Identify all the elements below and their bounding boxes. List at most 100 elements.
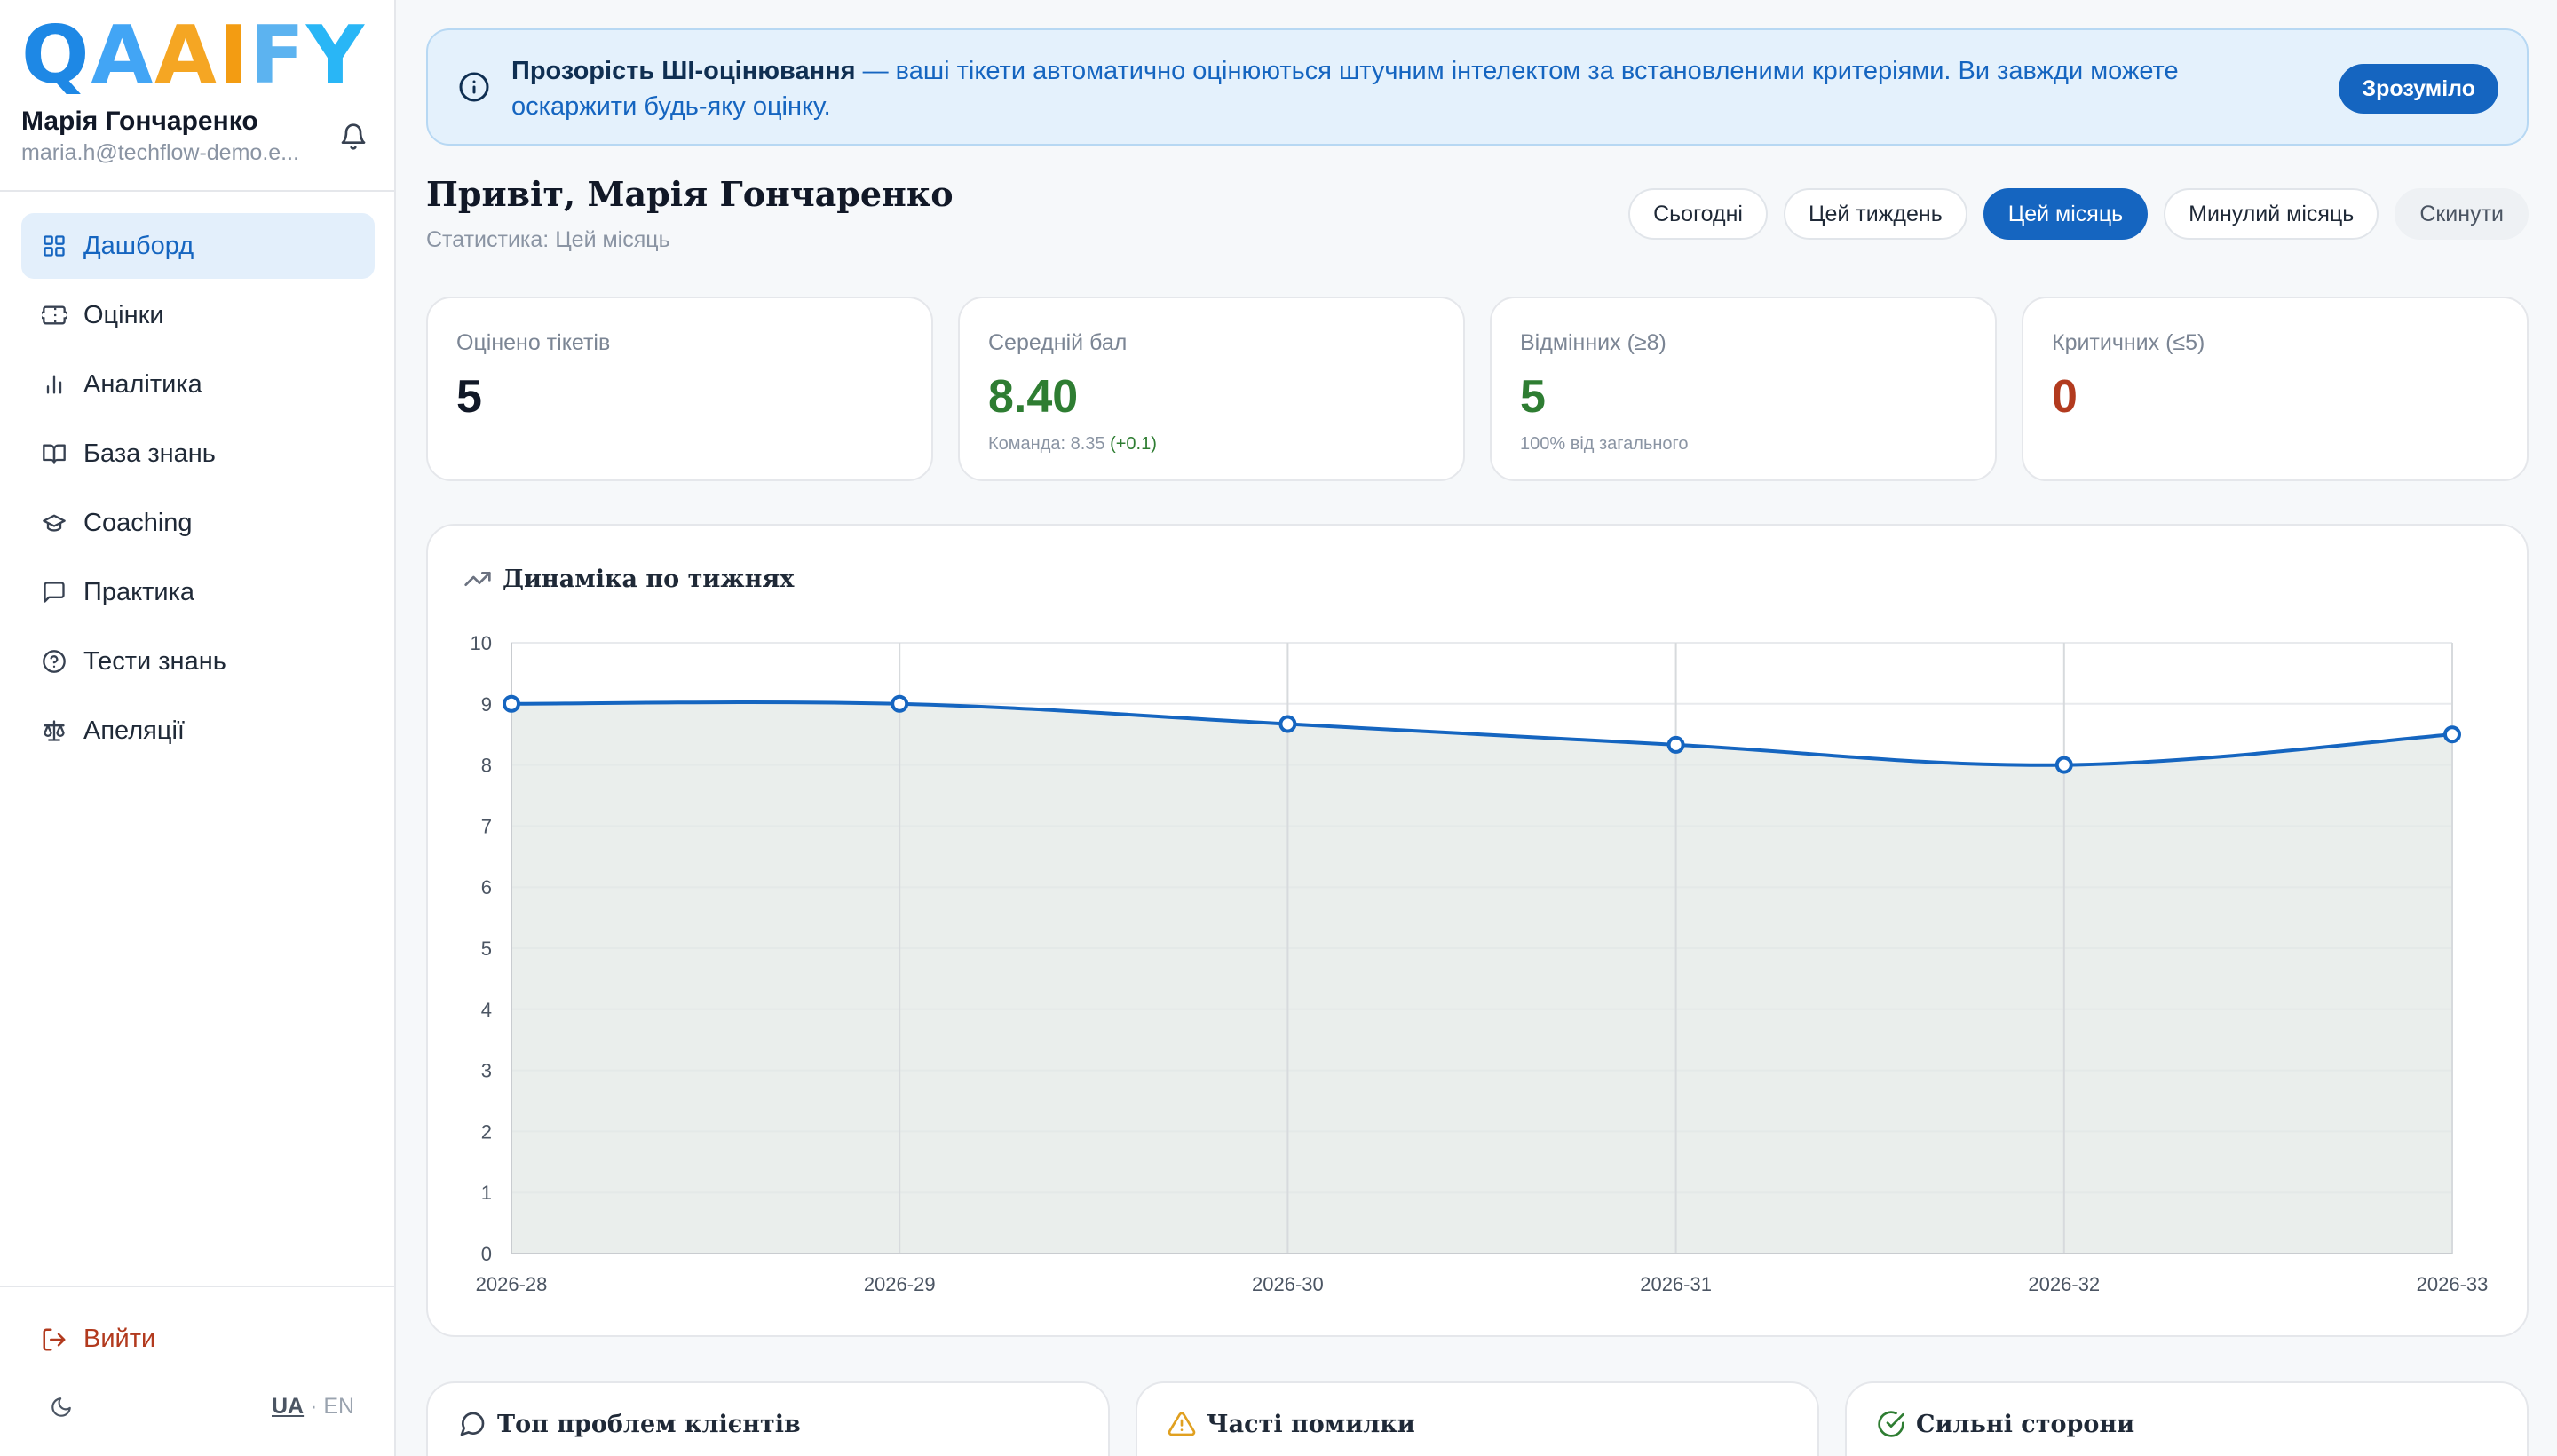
- sidebar-item-label: Дашборд: [83, 231, 194, 260]
- y-tick-label: 10: [471, 632, 492, 654]
- lang-ua[interactable]: UA: [272, 1394, 305, 1419]
- message-square-icon: [41, 579, 67, 605]
- y-tick-label: 1: [481, 1182, 492, 1204]
- chart-title: Динаміка по тижнях: [463, 565, 794, 593]
- y-tick-label: 6: [481, 876, 492, 898]
- logout-label: Вийти: [83, 1325, 156, 1353]
- x-tick-label: 2026-29: [864, 1273, 936, 1295]
- sidebar-item-label: База знань: [83, 439, 216, 468]
- stat-note: Команда: 8.35 (+0.1): [988, 434, 1435, 455]
- bell-icon[interactable]: [339, 123, 368, 151]
- stat-label: Оцінено тікетів: [456, 330, 611, 355]
- user-email: maria.h@techflow-demo.e...: [21, 140, 300, 165]
- y-tick-label: 3: [481, 1060, 492, 1082]
- stat-value: 8.40: [988, 371, 1079, 423]
- stat-card-critical: Критичних (≤5) 0: [2022, 297, 2529, 481]
- stat-value: 5: [1520, 371, 1546, 423]
- bar-chart-icon: [41, 371, 67, 398]
- message-circle-icon: [460, 1412, 485, 1436]
- help-circle-icon: [41, 648, 67, 675]
- x-tick-label: 2026-32: [2028, 1273, 2100, 1295]
- info-icon: [459, 72, 489, 102]
- language-switcher: UA · EN: [272, 1394, 354, 1420]
- alert-triangle-icon: [1168, 1412, 1196, 1436]
- series-line: [511, 700, 2453, 767]
- y-tick-label: 7: [481, 815, 492, 837]
- sidebar-item-knowledge-tests[interactable]: Тести знань: [21, 629, 375, 694]
- stat-card-rated-tickets: Оцінено тікетів 5: [426, 297, 933, 481]
- ticket-icon: [41, 302, 67, 328]
- lang-en[interactable]: EN: [323, 1394, 355, 1419]
- divider: [0, 190, 396, 192]
- stat-note: 100% від загального: [1520, 434, 1689, 454]
- dismiss-banner-button[interactable]: Зрозуміло: [2339, 64, 2498, 114]
- y-tick-label: 9: [481, 693, 492, 716]
- sidebar-item-ratings[interactable]: Оцінки: [21, 282, 375, 348]
- x-tick-label: 2026-28: [476, 1273, 548, 1295]
- stat-label: Середній бал: [988, 330, 1128, 355]
- filter-last-month[interactable]: Минулий місяць: [2164, 188, 2379, 240]
- banner-text: Прозорість ШІ-оцінювання — ваші тікети а…: [511, 53, 2216, 124]
- x-tick-label: 2026-33: [2417, 1273, 2489, 1295]
- sidebar-item-label: Оцінки: [83, 300, 164, 329]
- book-icon: [41, 440, 67, 467]
- app-logo[interactable]: QAAIFY: [21, 9, 366, 102]
- logout-button[interactable]: Вийти: [41, 1325, 155, 1354]
- team-average: Команда: 8.35: [988, 434, 1111, 454]
- stat-value: 5: [456, 371, 482, 423]
- check-circle-icon: [1878, 1411, 1904, 1437]
- stat-delta: (+0.1): [1110, 434, 1157, 454]
- x-tick-label: 2026-31: [1640, 1273, 1712, 1295]
- card-title-text: Топ проблем клієнтів: [497, 1410, 801, 1438]
- y-tick-label: 4: [481, 999, 492, 1021]
- sidebar-item-label: Coaching: [83, 508, 193, 537]
- grid-icon: [41, 233, 67, 259]
- data-point: [503, 694, 520, 713]
- lang-separator: ·: [310, 1394, 318, 1419]
- chart-title-text: Динаміка по тижнях: [503, 565, 795, 593]
- banner-body: — ваші тікети автоматично оцінюються шту…: [511, 57, 2179, 121]
- filter-reset[interactable]: Скинути: [2395, 188, 2529, 240]
- data-point: [1666, 735, 1685, 754]
- filter-today[interactable]: Сьогодні: [1628, 188, 1768, 240]
- sidebar-item-coaching[interactable]: Coaching: [21, 490, 375, 556]
- logout-icon: [43, 1328, 66, 1350]
- frequent-mistakes-card: Часті помилки: [1136, 1381, 1819, 1456]
- stat-label: Критичних (≤5): [2052, 330, 2205, 355]
- sidebar-item-knowledge-base[interactable]: База знань: [21, 421, 375, 487]
- sidebar-item-analytics[interactable]: Аналітика: [21, 352, 375, 417]
- sidebar-item-dashboard[interactable]: Дашборд: [21, 213, 375, 279]
- y-tick-label: 8: [481, 755, 492, 777]
- card-title-text: Часті помилки: [1207, 1410, 1415, 1438]
- sidebar: QAAIFY Марія Гончаренко maria.h@techflow…: [0, 0, 396, 1456]
- user-name: Марія Гончаренко: [21, 107, 258, 136]
- top-client-issues-card: Топ проблем клієнтів: [426, 1381, 1110, 1456]
- page-title: Привіт, Марія Гончаренко: [426, 174, 954, 214]
- sidebar-item-practice[interactable]: Практика: [21, 559, 375, 625]
- card-title-text: Сильні сторони: [1916, 1410, 2135, 1438]
- data-point: [1278, 715, 1297, 733]
- sidebar-nav: Дашборд Оцінки Аналітика База знань Coac…: [21, 213, 375, 767]
- sidebar-item-label: Апеляції: [83, 716, 185, 745]
- series-area: [511, 701, 2452, 1254]
- divider: [0, 1286, 396, 1287]
- weekly-line-chart: 0 1 2 3 4 5 6 7 8 9 10 2026-28 2026-29 2026-30 2026-31…: [471, 632, 2489, 1295]
- filter-this-week[interactable]: Цей тиждень: [1783, 188, 1967, 240]
- sidebar-item-label: Аналітика: [83, 369, 202, 399]
- sidebar-item-appeals[interactable]: Апеляції: [21, 698, 375, 764]
- y-tick-label: 0: [481, 1243, 492, 1265]
- data-point: [891, 694, 909, 713]
- data-point: [2443, 725, 2461, 744]
- weekly-dynamics-card: Динаміка по тижнях 0 1 2 3 4 5 6 7 8 9 10 2026-28 20…: [426, 524, 2529, 1337]
- stat-card-average-score: Середній бал 8.40 Команда: 8.35 (+0.1): [958, 297, 1465, 481]
- moon-icon[interactable]: [50, 1396, 73, 1419]
- trending-up-icon: [464, 572, 491, 586]
- card-title: Сильні сторони: [1877, 1410, 2134, 1438]
- strengths-card: Сильні сторони: [1845, 1381, 2529, 1456]
- card-title: Топ проблем клієнтів: [458, 1410, 801, 1438]
- page-subtitle: Статистика: Цей місяць: [426, 227, 670, 252]
- banner-title: Прозорість ШІ-оцінювання: [511, 57, 856, 85]
- filter-this-month[interactable]: Цей місяць: [1983, 188, 2149, 240]
- stat-label: Відмінних (≥8): [1520, 330, 1666, 355]
- x-tick-label: 2026-30: [1252, 1273, 1324, 1295]
